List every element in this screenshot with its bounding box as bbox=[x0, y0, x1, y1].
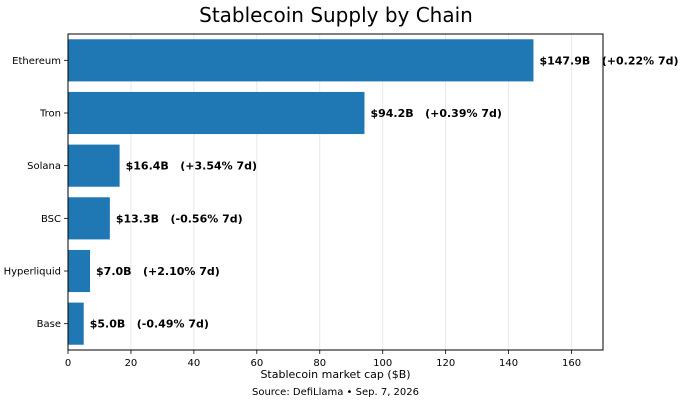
bar bbox=[68, 197, 110, 240]
x-tick-label: 120 bbox=[436, 358, 455, 369]
y-tick-label: Solana bbox=[27, 161, 61, 172]
bar-value-label: $5.0B (-0.49% 7d) bbox=[90, 318, 209, 331]
x-tick-label: 0 bbox=[65, 358, 71, 369]
bar bbox=[68, 249, 91, 293]
plot-frame bbox=[67, 33, 604, 351]
x-axis: 0 20 40 60 80 100 120 140 160 bbox=[65, 350, 581, 369]
x-tick-label: 140 bbox=[499, 358, 518, 369]
y-tick-label: Tron bbox=[39, 109, 61, 120]
x-tick-label: 20 bbox=[125, 358, 138, 369]
bars bbox=[68, 39, 534, 345]
data-labels: $147.9B (+0.22% 7d) $94.2B (+0.39% 7d) $16… bbox=[90, 54, 679, 330]
bar bbox=[68, 302, 84, 345]
y-tick-label: Base bbox=[37, 319, 61, 330]
x-axis-label: Stablecoin market cap ($B) bbox=[260, 368, 410, 381]
chart-title: Stablecoin Supply by Chain bbox=[199, 3, 473, 27]
y-axis: Ethereum Tron Solana BSC Hyperliquid Base bbox=[4, 56, 68, 330]
bar-value-label: $16.4B (+3.54% 7d) bbox=[126, 160, 257, 173]
y-tick-label: Ethereum bbox=[12, 56, 61, 67]
x-tick-label: 160 bbox=[562, 358, 581, 369]
x-tick-label: 60 bbox=[250, 358, 263, 369]
y-tick-label: BSC bbox=[41, 214, 61, 225]
bar-value-label: $147.9B (+0.22% 7d) bbox=[539, 54, 678, 67]
source-note: Source: DefiLlama • Sep. 7, 2026 bbox=[252, 387, 419, 398]
bar-value-label: $7.0B (+2.10% 7d) bbox=[96, 265, 220, 278]
x-tick-label: 40 bbox=[188, 358, 201, 369]
bar bbox=[68, 91, 365, 135]
grid-lines bbox=[67, 34, 572, 350]
bar-value-label: $13.3B (-0.56% 7d) bbox=[116, 212, 243, 225]
y-tick-label: Hyperliquid bbox=[4, 267, 61, 278]
x-tick-label: 100 bbox=[373, 358, 392, 369]
bar bbox=[68, 39, 534, 82]
bar-value-label: $94.2B (+0.39% 7d) bbox=[370, 107, 501, 120]
x-tick-label: 80 bbox=[313, 358, 326, 369]
bar bbox=[68, 144, 120, 187]
